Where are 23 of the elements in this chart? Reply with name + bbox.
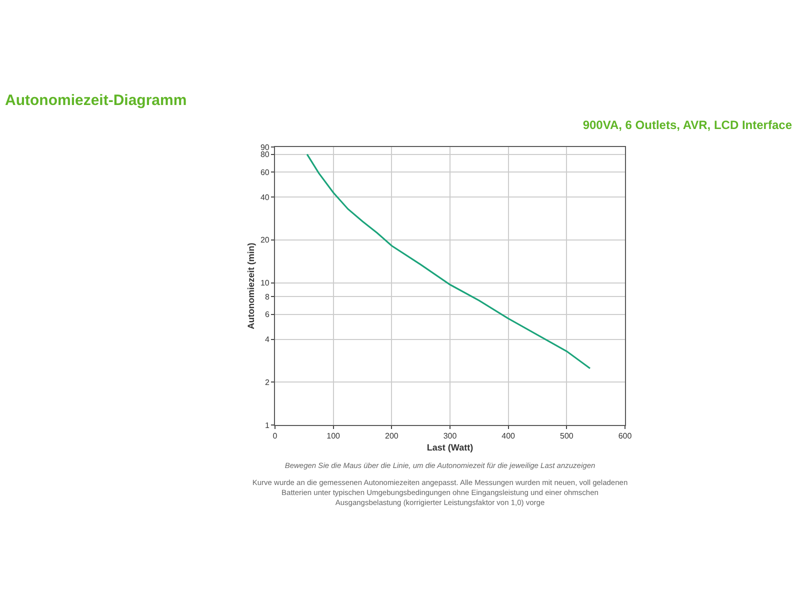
y-tick-label: 4 (264, 335, 270, 344)
y-tick-label: 10 (260, 278, 270, 288)
y-tick-label: 60 (260, 168, 270, 177)
x-tick-label: 100 (326, 432, 341, 441)
y-tick-label: 20 (260, 236, 270, 245)
y-tick-label: 90 (260, 142, 270, 152)
text: 900VA, 6 Outlets, AVR, LCD Interface (582, 118, 792, 132)
x-tick-label: 600 (618, 432, 632, 441)
y-tick-label: 1 (264, 420, 270, 430)
text: Autonomiezeit-Diagramm (5, 92, 187, 109)
x-tick-label: 400 (502, 432, 516, 441)
x-tick-label: 200 (384, 432, 399, 441)
y-tick-label: 8 (264, 292, 270, 302)
y-tick-label: 6 (264, 310, 270, 320)
line-series (306, 153, 591, 370)
x-tick-label: 0 (272, 432, 278, 441)
y-axis-title: Autonomiezeit (min) (246, 242, 256, 330)
y-tick-label: 80 (260, 150, 270, 160)
x-tick-label: 300 (443, 432, 458, 441)
y-tick-label: 40 (260, 192, 270, 202)
x-tick-label: 500 (560, 432, 574, 441)
x-axis-title: Last (Watt) (426, 442, 474, 452)
y-tick-label: 2 (264, 378, 270, 387)
